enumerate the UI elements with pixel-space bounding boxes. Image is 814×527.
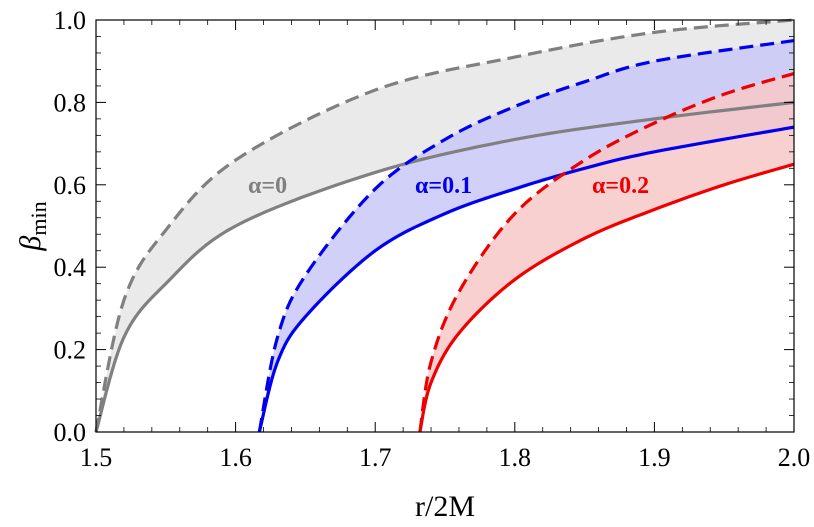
y-axis-title: βmin: [14, 201, 51, 251]
series-annotation-0: α=0: [248, 173, 287, 199]
bands-layer: [96, 20, 795, 432]
y-tick-label: 1.0: [54, 6, 87, 35]
series-annotation-2: α=0.2: [592, 173, 649, 199]
band-fill-2: [419, 73, 794, 432]
y-tick-label: 0.0: [54, 418, 87, 447]
x-tick-label: 1.8: [499, 443, 532, 472]
x-axis-title: r/2M: [415, 490, 475, 523]
y-tick-label: 0.4: [54, 253, 87, 282]
x-tick-label: 2.0: [778, 443, 811, 472]
y-tick-label: 0.6: [54, 171, 87, 200]
lines-layer: [94, 18, 795, 433]
x-tick-label: 1.7: [359, 443, 392, 472]
series-solid-line-1: [257, 125, 795, 433]
x-tick-label: 1.9: [638, 443, 671, 472]
series-dashed-line-0: [94, 18, 795, 433]
x-tick-label: 1.5: [80, 443, 113, 472]
annotations-layer: α=0 α=0.1 α=0.2: [248, 173, 649, 199]
series-dashed-line-2: [418, 72, 795, 433]
series-dashed-line-1: [257, 39, 795, 433]
series-solid-line-2: [418, 162, 795, 433]
series-solid-line-0: [94, 100, 795, 433]
series-annotation-1: α=0.1: [415, 173, 472, 199]
ticks-layer: 1.5 1.6 1.7 1.8 1.9 2.0 0.0 0.2 0.4 0.6 0.8 1.0: [54, 6, 811, 472]
x-tick-label: 1.6: [219, 443, 252, 472]
svg-text:βmin: βmin: [14, 201, 51, 251]
y-tick-label: 0.2: [54, 336, 87, 365]
y-axis-title-symbol: β: [14, 236, 47, 252]
plot-frame: [95, 19, 795, 433]
y-axis-title-subscript: min: [26, 201, 51, 235]
y-tick-label: 0.8: [54, 88, 87, 117]
